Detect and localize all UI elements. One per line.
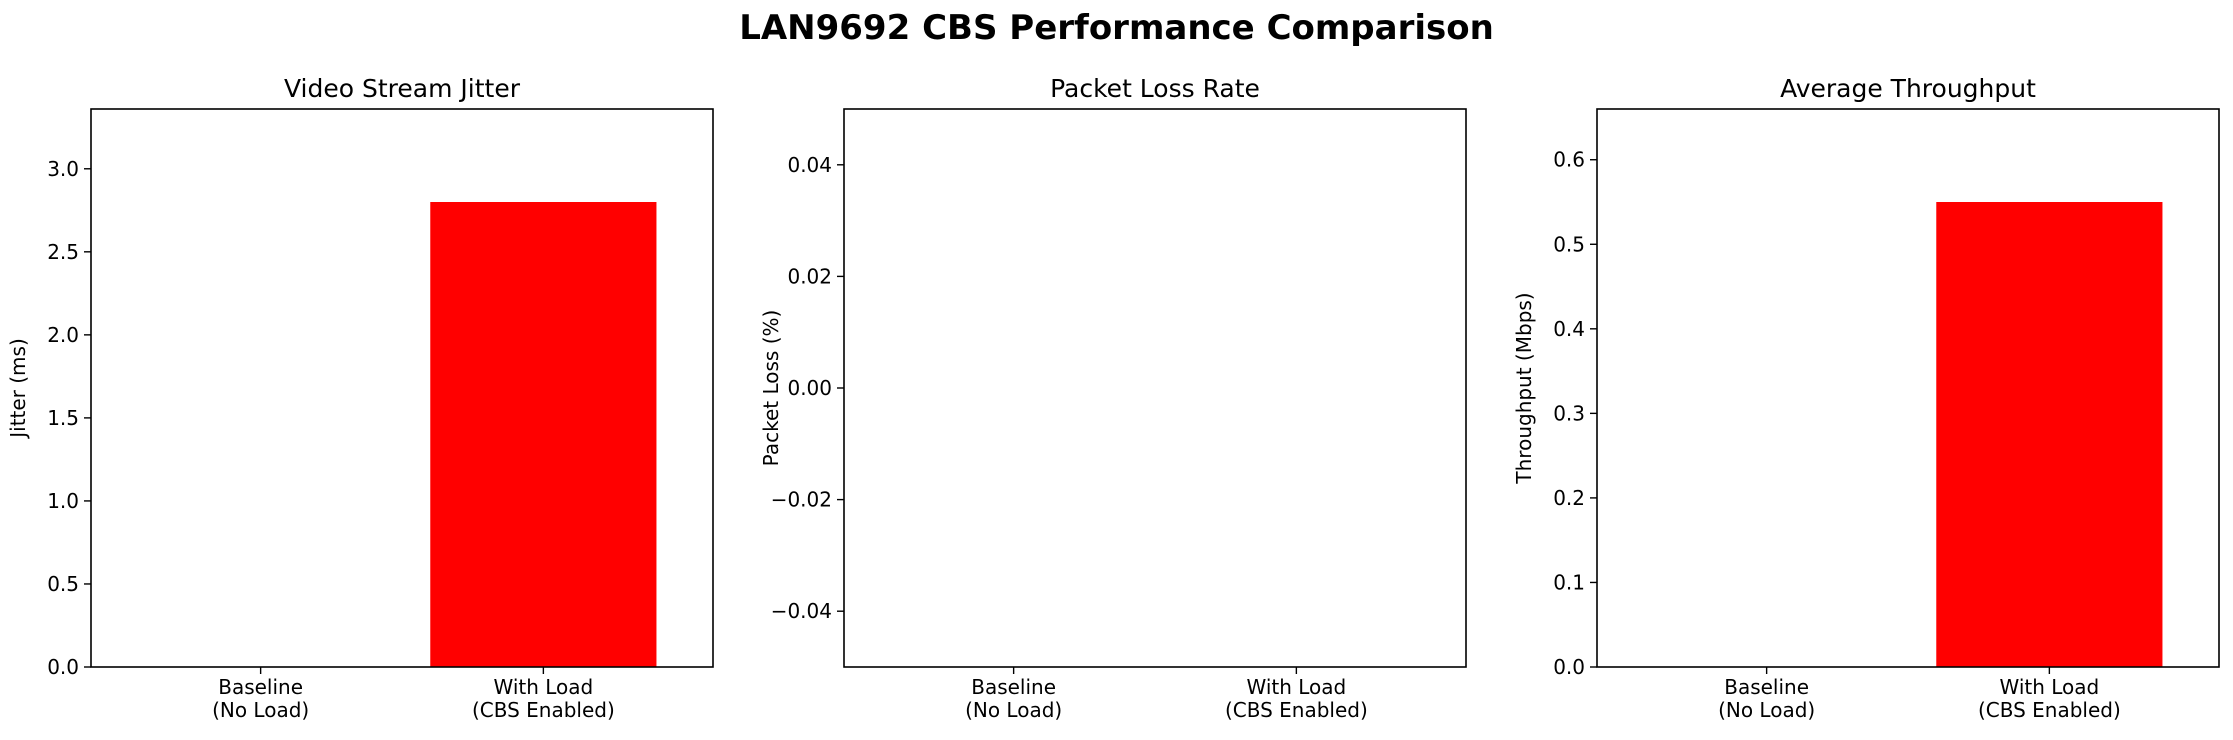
chart-2-ytick-label-2: −0.02 (771, 488, 832, 512)
chart-3-ytick-label-3: 0.2 (1553, 486, 1585, 510)
figure-title: LAN9692 CBS Performance Comparison (739, 8, 1494, 48)
chart-3-axes-frame (1596, 108, 2220, 668)
chart-2-axes-frame (843, 108, 1467, 668)
chart-3-ytick-label-2: 0.1 (1553, 570, 1585, 594)
chart-2-ytick-label-1: −0.04 (771, 599, 832, 623)
chart-3-ylabel: Throughput (Mbps) (1512, 292, 1536, 484)
chart-1-ytick-label-1: 0.0 (47, 655, 79, 679)
chart-1-title: Video Stream Jitter (284, 74, 521, 103)
chart-1-ylabel: Jitter (ms) (6, 338, 30, 440)
chart-1-ytick-label-7: 3.0 (47, 157, 79, 181)
chart-1-ytick-label-4: 1.5 (47, 406, 79, 430)
chart-3-ytick-label-5: 0.4 (1553, 317, 1585, 341)
chart-3-ytick-label-6: 0.5 (1553, 232, 1585, 256)
chart-2-xtick-label-1: Baseline (No Load) (965, 675, 1062, 722)
chart-1-ytick-label-6: 2.5 (47, 240, 79, 264)
chart-1-xtick-label-1: Baseline (No Load) (212, 675, 309, 722)
chart-1-xtick-label-2: With Load (CBS Enabled) (472, 675, 615, 722)
chart-1-bar-2 (430, 202, 657, 667)
chart-3-xtick-label-1: Baseline (No Load) (1718, 675, 1815, 722)
chart-3-bar-2 (1936, 202, 2163, 667)
chart-3-ytick-label-7: 0.6 (1553, 148, 1585, 172)
chart-3-panel: 0.0 0.1 0.2 0.3 0.4 0.5 0.6 Baseline (No Load) Wi… (1512, 74, 2220, 722)
chart-2-title: Packet Loss Rate (1050, 74, 1260, 103)
chart-3-ytick-label-1: 0.0 (1553, 655, 1585, 679)
chart-2-ytick-label-3: 0.00 (787, 376, 832, 400)
chart-1-axes-frame (90, 108, 714, 668)
chart-3-title: Average Throughput (1780, 74, 2036, 103)
chart-2-xtick-label-2: With Load (CBS Enabled) (1225, 675, 1368, 722)
chart-1-ytick-label-2: 0.5 (47, 572, 79, 596)
chart-1-ytick-label-5: 2.0 (47, 323, 79, 347)
chart-3-ytick-label-4: 0.3 (1553, 401, 1585, 425)
chart-2-panel: −0.04 −0.02 0.00 0.02 0.04 Baseline (No Load) W… (759, 74, 1467, 722)
chart-1-panel: 0.0 0.5 1.0 1.5 2.0 2.5 3.0 Baseline (No Load) Wi… (6, 74, 714, 722)
chart-2-ytick-label-4: 0.02 (787, 264, 832, 288)
chart-3-xtick-label-2: With Load (CBS Enabled) (1978, 675, 2121, 722)
chart-2-ytick-label-5: 0.04 (787, 153, 832, 177)
chart-1-ytick-label-3: 1.0 (47, 489, 79, 513)
chart-2-ylabel: Packet Loss (%) (759, 310, 783, 467)
